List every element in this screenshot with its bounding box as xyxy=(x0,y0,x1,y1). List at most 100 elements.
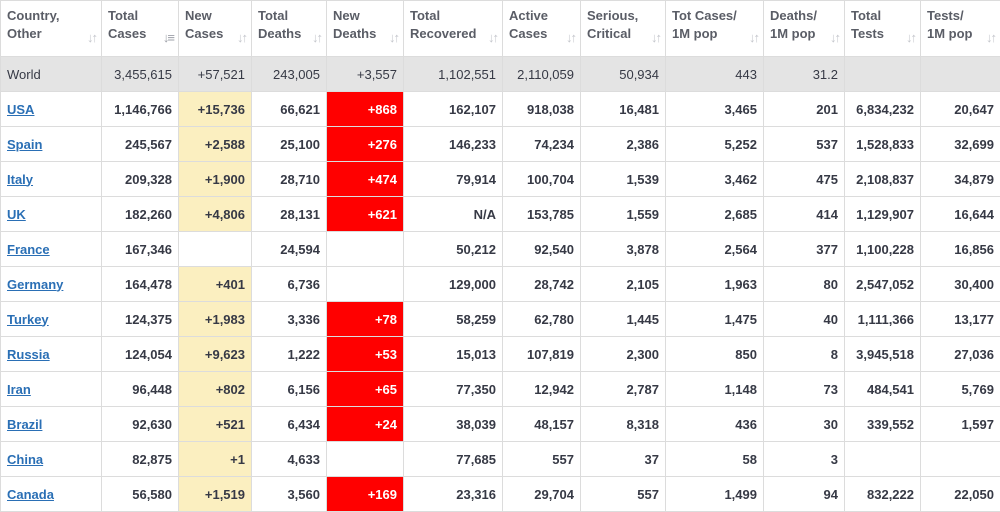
data-cell-col-8: 3,462 xyxy=(666,162,764,197)
sort-icon[interactable]: ↓↑ xyxy=(749,29,758,47)
country-link[interactable]: USA xyxy=(7,102,34,117)
data-cell-col-6: 92,540 xyxy=(503,232,581,267)
data-cell-col-10: 484,541 xyxy=(845,372,921,407)
data-cell-col-11: 22,050 xyxy=(921,477,1000,512)
data-cell-col-1: 124,375 xyxy=(102,302,179,337)
data-cell-col-3: 28,710 xyxy=(252,162,327,197)
country-link[interactable]: Iran xyxy=(7,382,31,397)
data-cell-col-7: 1,445 xyxy=(581,302,666,337)
data-cell-col-1: 92,630 xyxy=(102,407,179,442)
country-cell: Iran xyxy=(1,372,102,407)
data-cell-col-7: 1,559 xyxy=(581,197,666,232)
country-link[interactable]: Brazil xyxy=(7,417,42,432)
country-cell: France xyxy=(1,232,102,267)
data-cell-col-10: 1,100,228 xyxy=(845,232,921,267)
data-cell-col-7: 1,539 xyxy=(581,162,666,197)
sort-icon[interactable]: ↓↑ xyxy=(906,29,915,47)
country-link[interactable]: Germany xyxy=(7,277,63,292)
data-cell-col-5: 77,685 xyxy=(404,442,503,477)
data-cell-col-10 xyxy=(845,442,921,477)
country-cell: Italy xyxy=(1,162,102,197)
data-cell-col-1: 3,455,615 xyxy=(102,57,179,92)
country-link[interactable]: China xyxy=(7,452,43,467)
data-cell-col-3: 1,222 xyxy=(252,337,327,372)
data-cell-col-3: 25,100 xyxy=(252,127,327,162)
country-cell: Germany xyxy=(1,267,102,302)
column-header-5[interactable]: Total Recovered ↓↑ xyxy=(404,1,503,57)
column-header-label: Total xyxy=(258,8,288,23)
data-cell-col-7: 2,105 xyxy=(581,267,666,302)
data-cell-col-3: 66,621 xyxy=(252,92,327,127)
data-cell-col-3: 3,336 xyxy=(252,302,327,337)
sort-icon[interactable]: ↓↑ xyxy=(389,29,398,47)
column-header-3[interactable]: Total Deaths ↓↑ xyxy=(252,1,327,57)
data-cell-col-1: 1,146,766 xyxy=(102,92,179,127)
country-link[interactable]: Spain xyxy=(7,137,42,152)
column-header-8[interactable]: Tot Cases/1M pop ↓↑ xyxy=(666,1,764,57)
sort-icon[interactable]: ↓↑ xyxy=(237,29,246,47)
sort-icon[interactable]: ↓↑ xyxy=(986,29,995,47)
column-header-11[interactable]: Tests/1M pop↓↑ xyxy=(921,1,1000,57)
column-header-label: Recovered xyxy=(410,26,476,41)
column-header-7[interactable]: Serious,Critical↓↑ xyxy=(581,1,666,57)
column-header-label: Cases xyxy=(108,26,146,41)
column-header-9[interactable]: Deaths/1M pop↓↑ xyxy=(764,1,845,57)
country-link[interactable]: Turkey xyxy=(7,312,49,327)
data-cell-col-4: +65 xyxy=(327,372,404,407)
country-link[interactable]: Italy xyxy=(7,172,33,187)
data-cell-col-9: 94 xyxy=(764,477,845,512)
sort-desc-icon[interactable]: ↓≡ xyxy=(163,29,173,47)
country-cell: USA xyxy=(1,92,102,127)
column-header-label: 1M pop xyxy=(672,26,718,41)
data-cell-col-2: +401 xyxy=(179,267,252,302)
data-cell-col-6: 2,110,059 xyxy=(503,57,581,92)
data-cell-col-6: 62,780 xyxy=(503,302,581,337)
column-header-label: Tot Cases/ xyxy=(672,8,737,23)
sort-icon[interactable]: ↓↑ xyxy=(566,29,575,47)
column-header-0[interactable]: Country,Other↓↑ xyxy=(1,1,102,57)
sort-icon[interactable]: ↓↑ xyxy=(651,29,660,47)
country-link[interactable]: France xyxy=(7,242,50,257)
country-link[interactable]: Russia xyxy=(7,347,50,362)
data-cell-col-2: +1 xyxy=(179,442,252,477)
sort-icon[interactable]: ↓↑ xyxy=(830,29,839,47)
column-header-label: Deaths xyxy=(258,26,301,41)
data-cell-col-8: 1,475 xyxy=(666,302,764,337)
data-cell-col-4 xyxy=(327,267,404,302)
data-cell-col-9: 3 xyxy=(764,442,845,477)
data-cell-col-2: +802 xyxy=(179,372,252,407)
column-header-label: Total xyxy=(410,8,440,23)
sort-icon[interactable]: ↓↑ xyxy=(488,29,497,47)
column-header-label: Country, xyxy=(7,8,59,23)
sort-icon[interactable]: ↓↑ xyxy=(87,29,96,47)
data-cell-col-1: 96,448 xyxy=(102,372,179,407)
data-cell-col-8: 2,564 xyxy=(666,232,764,267)
data-cell-col-11: 1,597 xyxy=(921,407,1000,442)
data-cell-col-9: 73 xyxy=(764,372,845,407)
column-header-label: Total xyxy=(851,8,881,23)
country-cell: Russia xyxy=(1,337,102,372)
data-cell-col-7: 8,318 xyxy=(581,407,666,442)
column-header-label: Critical xyxy=(587,26,631,41)
data-cell-col-11 xyxy=(921,57,1000,92)
data-cell-col-1: 167,346 xyxy=(102,232,179,267)
country-link[interactable]: UK xyxy=(7,207,26,222)
country-link[interactable]: Canada xyxy=(7,487,54,502)
data-cell-col-11: 32,699 xyxy=(921,127,1000,162)
sort-icon[interactable]: ↓↑ xyxy=(312,29,321,47)
country-cell: Spain xyxy=(1,127,102,162)
data-cell-col-1: 56,580 xyxy=(102,477,179,512)
data-cell-col-5: 38,039 xyxy=(404,407,503,442)
data-cell-col-6: 100,704 xyxy=(503,162,581,197)
data-cell-col-11: 13,177 xyxy=(921,302,1000,337)
data-cell-col-2: +521 xyxy=(179,407,252,442)
